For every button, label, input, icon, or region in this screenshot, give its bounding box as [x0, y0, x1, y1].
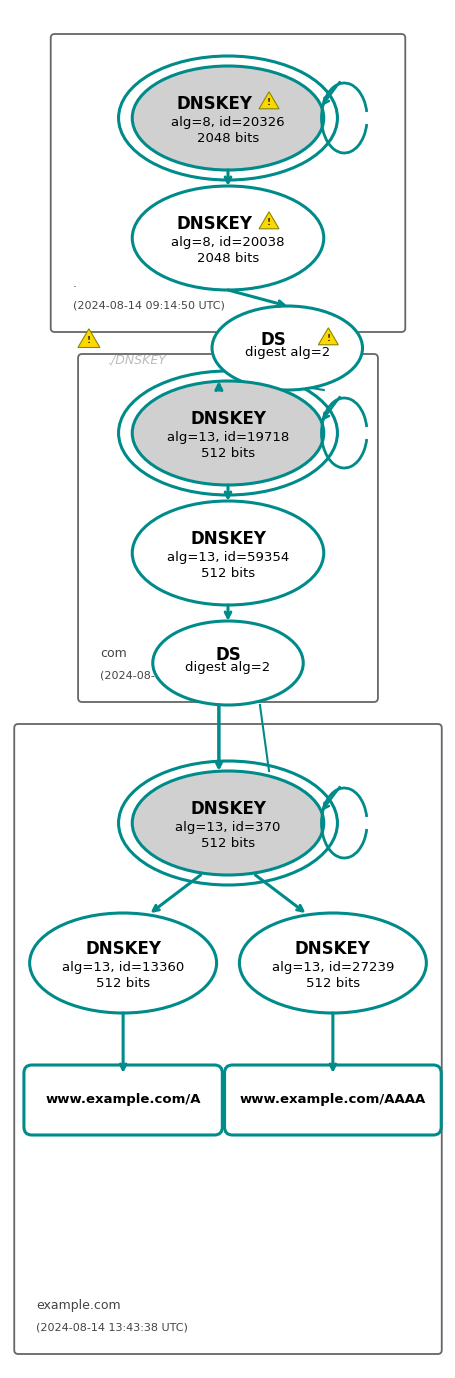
Text: example.com: example.com	[36, 1299, 121, 1312]
Text: !: !	[86, 336, 91, 346]
Ellipse shape	[132, 772, 323, 875]
Text: (2024-08-14 13:43:38 UTC): (2024-08-14 13:43:38 UTC)	[36, 1322, 188, 1333]
Text: DNSKEY: DNSKEY	[190, 801, 265, 819]
Text: .: .	[72, 277, 76, 289]
Text: !: !	[266, 218, 271, 227]
Text: alg=8, id=20326: alg=8, id=20326	[171, 116, 284, 128]
Ellipse shape	[132, 502, 323, 605]
Ellipse shape	[132, 380, 323, 485]
Ellipse shape	[132, 186, 323, 289]
Text: DNSKEY: DNSKEY	[176, 215, 252, 233]
Text: digest alg=2: digest alg=2	[185, 660, 270, 674]
Ellipse shape	[132, 66, 323, 169]
Text: 2048 bits: 2048 bits	[197, 131, 258, 145]
Text: 512 bits: 512 bits	[201, 446, 254, 459]
Ellipse shape	[212, 306, 362, 390]
Text: 2048 bits: 2048 bits	[197, 252, 258, 265]
Text: digest alg=2: digest alg=2	[244, 346, 329, 358]
Text: www.example.com/AAAA: www.example.com/AAAA	[239, 1094, 425, 1107]
Text: DS: DS	[215, 646, 240, 664]
Polygon shape	[78, 329, 100, 347]
Text: alg=13, id=27239: alg=13, id=27239	[271, 960, 393, 973]
Text: alg=13, id=59354: alg=13, id=59354	[167, 550, 288, 564]
Text: alg=13, id=370: alg=13, id=370	[175, 820, 280, 834]
Text: alg=13, id=19718: alg=13, id=19718	[167, 430, 288, 444]
Polygon shape	[318, 328, 338, 344]
FancyBboxPatch shape	[51, 34, 404, 332]
Text: DNSKEY: DNSKEY	[190, 531, 265, 548]
Text: DNSKEY: DNSKEY	[176, 95, 252, 113]
Text: DNSKEY: DNSKEY	[190, 411, 265, 429]
Text: www.example.com/A: www.example.com/A	[45, 1094, 201, 1107]
Text: DNSKEY: DNSKEY	[294, 940, 370, 958]
Text: DS: DS	[260, 331, 286, 349]
Ellipse shape	[239, 914, 425, 1013]
Ellipse shape	[30, 914, 216, 1013]
Polygon shape	[258, 212, 278, 229]
Text: com: com	[100, 648, 126, 660]
Text: alg=8, id=20038: alg=8, id=20038	[171, 236, 284, 248]
Text: (2024-08-14 09:14:50 UTC): (2024-08-14 09:14:50 UTC)	[72, 300, 224, 310]
FancyBboxPatch shape	[224, 1065, 440, 1135]
Text: 512 bits: 512 bits	[96, 977, 150, 989]
Text: alg=13, id=13360: alg=13, id=13360	[62, 960, 184, 973]
Text: DNSKEY: DNSKEY	[85, 940, 161, 958]
Polygon shape	[258, 92, 278, 109]
Text: !: !	[325, 335, 330, 343]
Ellipse shape	[152, 621, 303, 706]
Text: !: !	[266, 98, 271, 107]
FancyBboxPatch shape	[14, 723, 441, 1355]
Text: 512 bits: 512 bits	[305, 977, 359, 989]
Text: 512 bits: 512 bits	[201, 566, 254, 580]
Text: ./DNSKEY: ./DNSKEY	[107, 354, 166, 367]
FancyBboxPatch shape	[78, 354, 377, 701]
FancyBboxPatch shape	[24, 1065, 222, 1135]
Text: 512 bits: 512 bits	[201, 836, 254, 849]
Text: (2024-08-14 11:58:47 UTC): (2024-08-14 11:58:47 UTC)	[100, 670, 252, 679]
